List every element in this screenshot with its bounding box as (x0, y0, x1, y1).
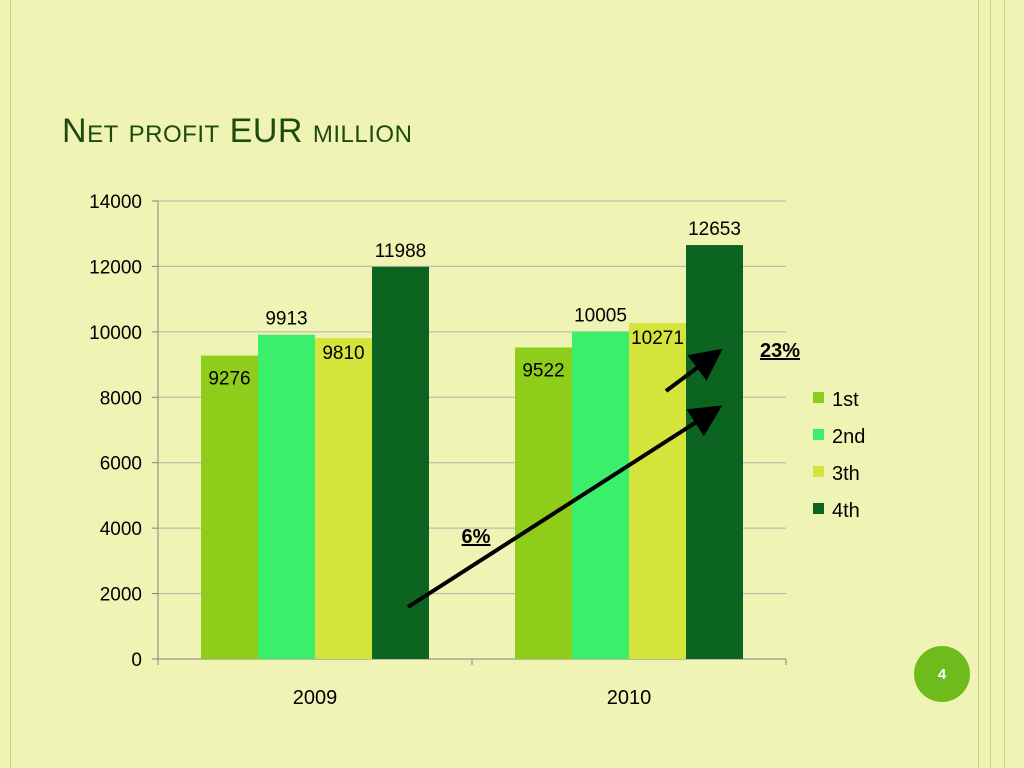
y-tick-label: 0 (131, 650, 142, 671)
annotation-label: 6% (462, 526, 491, 548)
y-tick-label: 8000 (100, 388, 142, 409)
growth-arrow (664, 348, 723, 393)
legend-label: 1st (832, 389, 859, 411)
title-word-1: et profit (87, 112, 220, 150)
bar (315, 338, 372, 659)
y-tick-label: 2000 (100, 585, 142, 606)
x-tick-label: 2010 (607, 687, 652, 709)
bar (686, 245, 743, 659)
legend-swatch (813, 466, 824, 477)
page-number-badge: 4 (914, 646, 970, 702)
legend-swatch (813, 503, 824, 514)
title-word-2: EUR (229, 112, 303, 150)
legend-swatch (813, 429, 824, 440)
frame-line (1004, 0, 1005, 768)
data-label: 12653 (688, 219, 741, 240)
legend-label: 4th (832, 500, 860, 522)
y-tick-label: 14000 (89, 192, 142, 213)
bar (201, 355, 258, 659)
frame-line (978, 0, 979, 768)
data-label: 10005 (574, 306, 627, 327)
slide-title: Net profit EUR million (62, 112, 412, 151)
frame-line (990, 0, 991, 768)
bar (515, 347, 572, 659)
legend-label: 2nd (832, 426, 865, 448)
growth-arrow (406, 405, 723, 609)
bar (258, 334, 315, 659)
x-tick-label: 2009 (293, 687, 338, 709)
legend-label: 3th (832, 463, 860, 485)
data-label: 11988 (375, 241, 426, 262)
bar (372, 266, 429, 659)
data-label: 9913 (265, 309, 307, 330)
annotation-label: 23% (760, 340, 800, 362)
data-label: 9522 (522, 360, 564, 381)
legend-swatch (813, 392, 824, 403)
y-tick-label: 6000 (100, 454, 142, 475)
y-tick-label: 12000 (89, 257, 142, 278)
data-label: 10271 (631, 328, 684, 349)
y-tick-label: 4000 (100, 519, 142, 540)
title-initial: N (62, 112, 88, 150)
bar (629, 322, 686, 659)
y-tick-label: 10000 (89, 323, 142, 344)
data-label: 9810 (322, 343, 364, 364)
frame-line (10, 0, 11, 768)
data-label: 9276 (208, 369, 250, 390)
title-word-3: million (312, 112, 413, 150)
